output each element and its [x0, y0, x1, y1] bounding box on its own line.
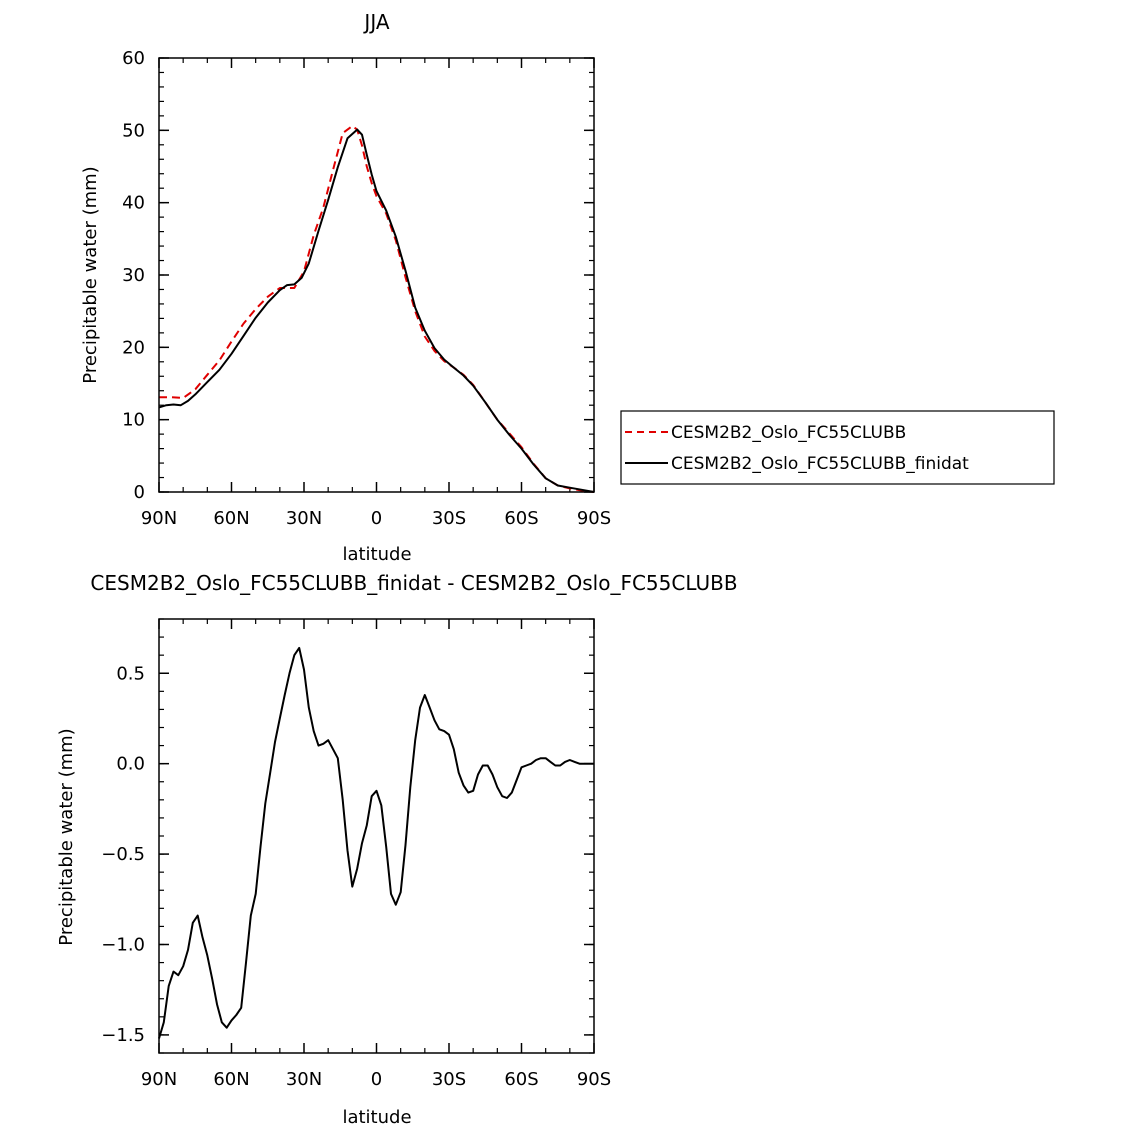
top-y-axis-label: Precipitable water (mm) [80, 166, 101, 383]
bottom-chart-title: CESM2B2_Oslo_FC55CLUBB_finidat - CESM2B2… [90, 571, 737, 595]
top-xtick-label: 60S [504, 508, 538, 529]
top-chart-title: JJA [362, 10, 389, 34]
bottom-tick-labels: 90N 60N 30N 0 30S 60S 90S −1.5 −1.0 −0.5 0.0 0.5 [101, 663, 611, 1090]
bottom-ytick-label: −1.0 [101, 935, 145, 956]
top-ytick-label: 50 [122, 120, 145, 141]
bottom-plot-frame [158, 618, 595, 1054]
bottom-xtick-label: 60S [504, 1069, 538, 1090]
top-ytick-label: 0 [134, 482, 145, 503]
top-plot-frame [158, 57, 595, 493]
bottom-ytick-label: 0.0 [116, 754, 145, 775]
bottom-ytick-label: −0.5 [101, 844, 145, 865]
bottom-ytick-label: 0.5 [116, 663, 145, 684]
top-xtick-label: 90N [141, 508, 177, 529]
top-panel: JJA latitude Precipitable water (mm) 90N… [80, 10, 611, 565]
top-xtick-label: 90S [577, 508, 611, 529]
bottom-xtick-label: 30S [432, 1069, 466, 1090]
top-x-axis-label: latitude [342, 544, 411, 565]
top-ytick-label: 60 [122, 48, 145, 69]
bottom-axis-ticks [158, 618, 595, 1054]
bottom-xtick-label: 30N [286, 1069, 322, 1090]
legend: CESM2B2_Oslo_FC55CLUBB CESM2B2_Oslo_FC55… [620, 410, 1055, 485]
top-xtick-label: 30N [286, 508, 322, 529]
legend-box [620, 410, 1055, 485]
top-series [158, 125, 595, 493]
bottom-xtick-label: 90S [577, 1069, 611, 1090]
top-series-line-1 [159, 125, 595, 493]
bottom-xtick-label: 60N [213, 1069, 249, 1090]
bottom-xtick-label: 0 [371, 1069, 382, 1090]
top-ytick-label: 20 [122, 337, 145, 358]
top-axis-ticks [158, 57, 595, 493]
bottom-series [158, 646, 594, 1039]
top-tick-labels: 90N 60N 30N 0 30S 60S 90S 0 10 20 30 40 50 60 [122, 48, 611, 529]
top-ytick-label: 30 [122, 265, 145, 286]
bottom-ytick-label: −1.5 [101, 1025, 145, 1046]
legend-entry-series-1: CESM2B2_Oslo_FC55CLUBB [671, 423, 906, 443]
top-ytick-label: 40 [122, 193, 145, 214]
bottom-panel: CESM2B2_Oslo_FC55CLUBB_finidat - CESM2B2… [56, 571, 738, 1128]
bottom-xtick-label: 90N [141, 1069, 177, 1090]
bottom-x-axis-label: latitude [342, 1107, 411, 1128]
legend-entry-series-2: CESM2B2_Oslo_FC55CLUBB_finidat [671, 454, 969, 474]
top-xtick-label: 60N [213, 508, 249, 529]
bottom-y-axis-label: Precipitable water (mm) [56, 728, 77, 945]
top-ytick-label: 10 [122, 410, 145, 431]
bottom-series-line-1 [158, 646, 594, 1039]
top-xtick-label: 0 [371, 508, 382, 529]
top-xtick-label: 30S [432, 508, 466, 529]
top-series-line-2 [158, 128, 595, 493]
